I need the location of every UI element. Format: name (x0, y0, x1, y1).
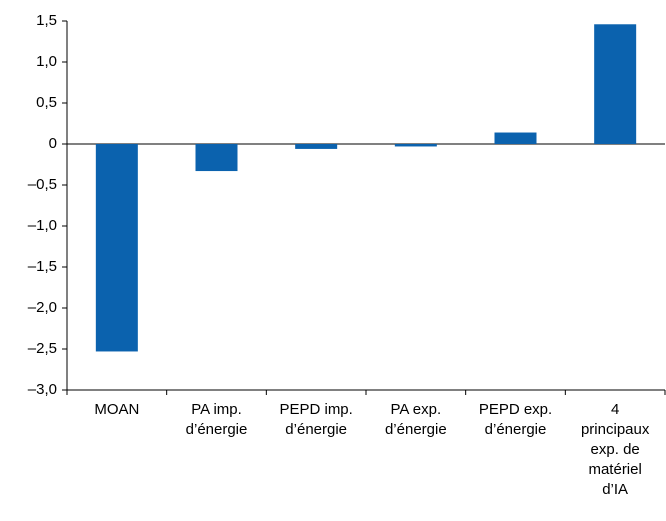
y-tick-label: 0,5 (36, 94, 57, 111)
y-tick-label: 1,0 (36, 53, 57, 70)
x-tick-label: PEPD exp. d’énergie (478, 401, 553, 438)
y-tick-label: 1,5 (36, 12, 57, 29)
bar (295, 144, 338, 149)
y-tick-label: 0 (49, 135, 57, 152)
x-tick-label: 4 principaux exp. de matériel d’IA (580, 401, 650, 498)
bar (195, 144, 238, 172)
y-tick-label: –3,0 (28, 381, 57, 398)
y-tick-label: –2,5 (28, 340, 57, 357)
bar (594, 24, 637, 145)
bar (394, 144, 437, 147)
bar (494, 132, 537, 144)
y-tick-label: –1,5 (28, 258, 57, 275)
bar (95, 144, 138, 352)
x-tick-label: PEPD imp. d’énergie (279, 401, 353, 438)
x-tick-label: MOAN (94, 401, 140, 418)
y-tick-label: –0,5 (28, 176, 57, 193)
x-tick-label: PA exp. d’énergie (384, 401, 447, 438)
y-tick-label: –2,0 (28, 299, 57, 316)
x-tick-label: PA imp. d’énergie (185, 401, 248, 438)
y-tick-label: –1,0 (28, 217, 57, 234)
